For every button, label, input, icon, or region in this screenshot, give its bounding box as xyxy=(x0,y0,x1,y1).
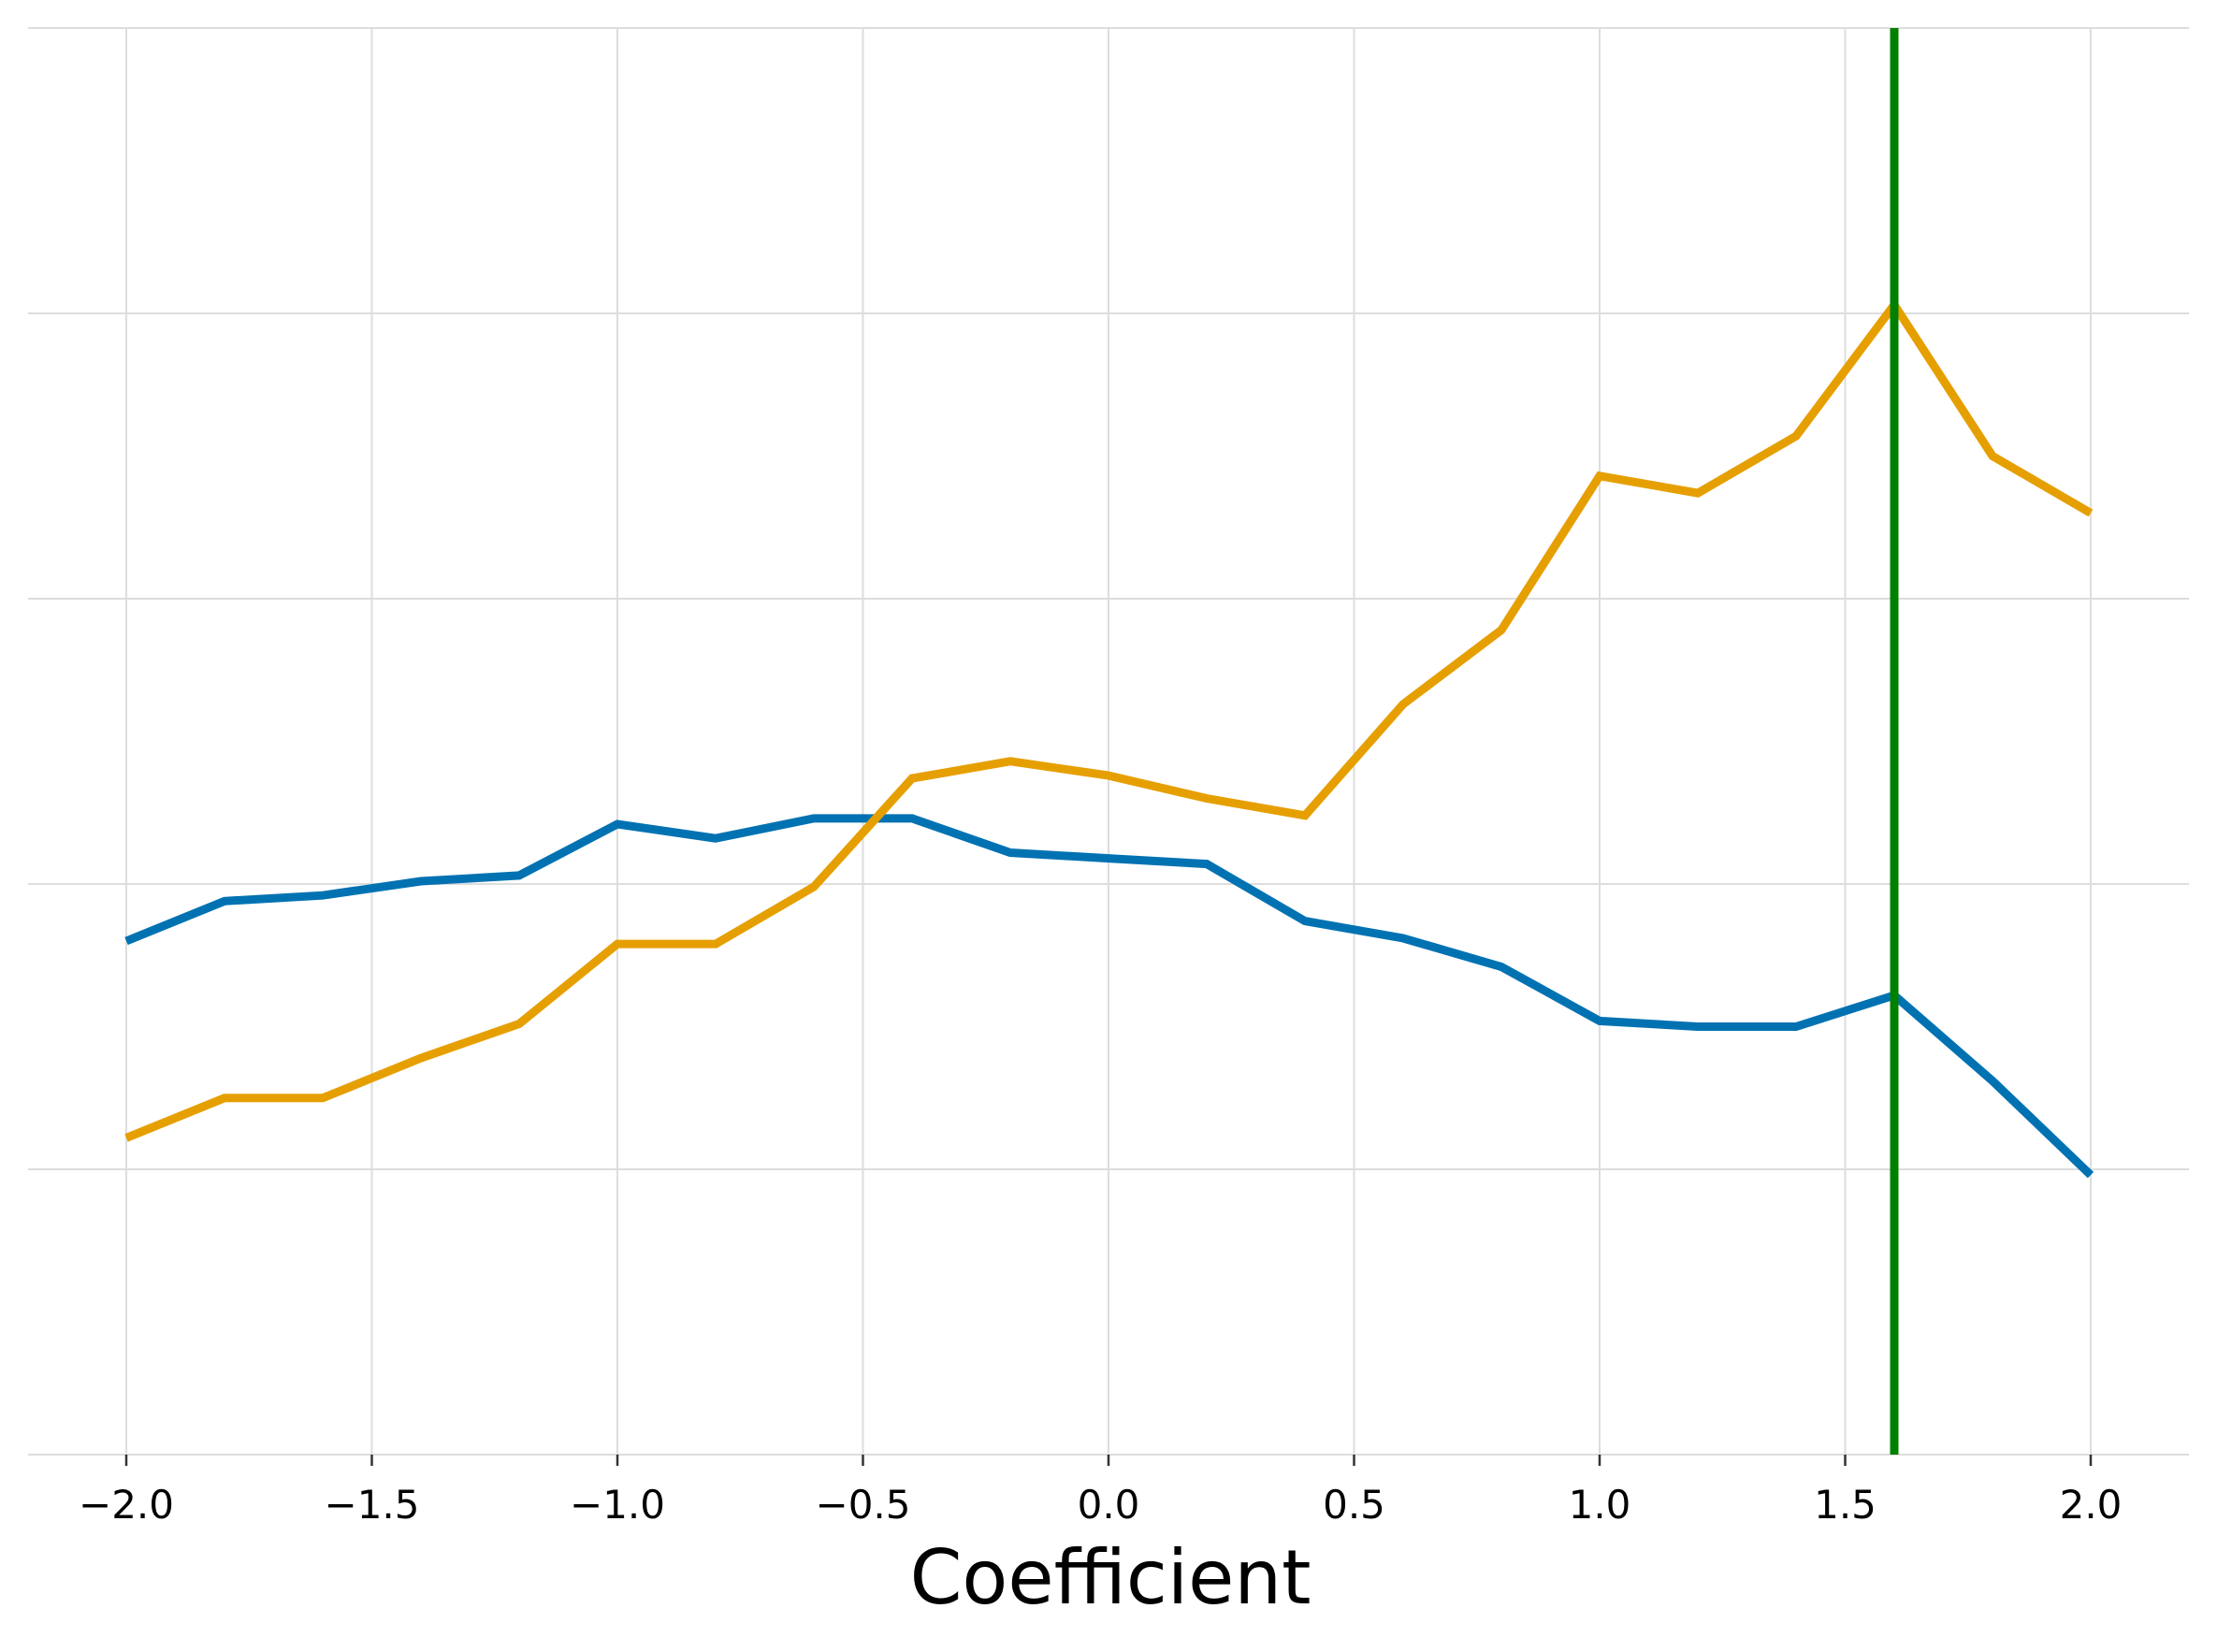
x-tick-label: 2.0 xyxy=(2060,1482,2123,1528)
series-line-0 xyxy=(124,814,2094,1179)
x-tick-label: 1.5 xyxy=(1814,1482,1876,1528)
x-tick-label: −2.0 xyxy=(79,1482,174,1528)
x-tick-label: 1.0 xyxy=(1569,1482,1631,1528)
x-tick-label: −0.5 xyxy=(816,1482,911,1528)
x-axis-title: Coefficient xyxy=(910,1534,1311,1621)
x-tick-label: 0.5 xyxy=(1323,1482,1385,1528)
series-lines xyxy=(124,297,2094,1179)
x-tick-label: −1.5 xyxy=(325,1482,420,1528)
x-tick-labels: −2.0 −1.5 −1.0 −0.5 0.0 0.5 1.0 1.5 2.0 xyxy=(79,1455,2122,1528)
x-tick-label: −1.0 xyxy=(570,1482,665,1528)
series-line-1 xyxy=(124,297,2094,1142)
x-tick-label: 0.0 xyxy=(1078,1482,1140,1528)
grid-lines xyxy=(28,27,2189,1456)
